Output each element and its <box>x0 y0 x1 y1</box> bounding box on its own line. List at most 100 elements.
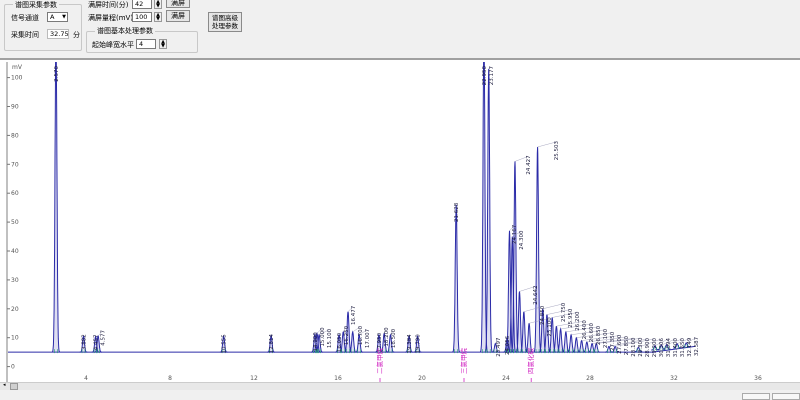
label-leader <box>343 326 347 333</box>
label-leader <box>488 66 492 70</box>
peak-marker <box>315 349 319 354</box>
peak-marker <box>486 349 491 354</box>
peak <box>267 334 275 353</box>
peak <box>508 236 517 353</box>
channel-label: 信号通道 <box>11 14 39 22</box>
peak-label: 24.167 <box>512 224 518 244</box>
fullscreen-time-button[interactable]: 满屏 <box>166 0 190 8</box>
peak-marker <box>350 349 355 354</box>
peak-width-spinner[interactable]: ▲ ▼ <box>159 39 167 49</box>
x-tick-label: 36 <box>754 375 762 382</box>
control-panel: 谱图采集参数 信号通道 A ▼ 采集时间 32.75 分 满屏时间(分) 42 ▲… <box>0 0 800 60</box>
label-leader <box>319 329 329 335</box>
peak-label: 27.100 <box>603 328 609 348</box>
x-tick-label: 24 <box>502 375 510 382</box>
peak-marker <box>269 349 273 354</box>
peak-label: 18.200 <box>384 327 390 347</box>
peak-marker <box>574 349 579 354</box>
label-leader <box>638 338 662 348</box>
peak-marker <box>221 349 226 354</box>
peak-label: 29.200 <box>652 338 658 358</box>
fullscreen-time-spinner[interactable]: ▲ ▼ <box>154 0 162 9</box>
peak-label: 22.950 <box>482 66 488 86</box>
peak <box>673 343 681 349</box>
y-tick-label: 20 <box>11 306 19 313</box>
label-leader <box>615 338 655 347</box>
y-tick-label: 80 <box>11 132 19 139</box>
label-leader <box>537 141 557 148</box>
fullscreen-range-field[interactable]: 100 <box>132 12 152 22</box>
peak-marker <box>550 349 554 354</box>
peak-marker <box>482 349 486 354</box>
peak <box>405 335 413 353</box>
peak-label: 24.850 <box>540 305 546 325</box>
peak-marker <box>96 349 100 354</box>
y-axis-unit: mV <box>12 64 23 71</box>
peak <box>219 335 228 353</box>
processing-group-title: 谱图基本处理参数 <box>95 27 155 35</box>
peak-label: 28.300 <box>638 337 644 357</box>
advanced-btn-line1: 谱图高级 <box>212 14 238 22</box>
peak-label: 21.628 <box>454 202 460 222</box>
peak-label: 26.200 <box>575 311 581 331</box>
x-tick-label: 4 <box>84 375 88 382</box>
peak-marker <box>313 349 317 354</box>
peak-marker <box>337 349 341 354</box>
peak-marker <box>510 349 515 354</box>
peak-label: 25.950 <box>568 308 574 328</box>
peak-label: 23.497 <box>496 337 502 357</box>
peak-marker <box>341 349 346 354</box>
peak <box>577 339 586 353</box>
peak-marker <box>636 348 641 353</box>
label-leader <box>654 338 669 346</box>
peak-marker <box>613 349 617 354</box>
peak-marker <box>415 349 420 354</box>
peak-marker <box>454 349 458 354</box>
label-leader <box>529 318 550 324</box>
y-tick-label: 10 <box>11 335 19 342</box>
peak <box>572 336 581 353</box>
scrollbar-thumb[interactable] <box>10 383 18 390</box>
label-leader <box>390 329 394 335</box>
horizontal-scrollbar[interactable]: ◂ <box>0 382 800 390</box>
peak-label: 27.850 <box>624 336 630 356</box>
label-leader <box>509 225 515 231</box>
peak-marker <box>569 349 573 354</box>
peak-label: 14.900 <box>313 332 319 352</box>
peak-marker <box>346 349 350 354</box>
label-leader <box>519 286 536 292</box>
y-tick-label: 100 <box>11 75 23 82</box>
peak-marker <box>513 349 517 354</box>
channel-select[interactable]: A ▼ <box>47 12 68 22</box>
annotation-label: 三氯甲烷 <box>459 348 468 375</box>
peak-label: 17.007 <box>365 328 371 348</box>
label-leader <box>571 329 606 336</box>
peak <box>313 332 321 353</box>
peak-width-label: 起始峰宽水平 <box>92 41 134 49</box>
peak-label: 25.503 <box>554 140 560 160</box>
chevron-down-icon: ▼ <box>62 14 66 20</box>
peak-marker <box>407 349 411 354</box>
advanced-processing-button[interactable]: 谱图高级 处理参数 <box>208 12 242 32</box>
peak-width-field[interactable]: 4 <box>136 39 156 49</box>
peak-label: 12.814 <box>269 333 275 353</box>
fullscreen-time-field[interactable]: 42 <box>132 0 152 9</box>
peak-marker <box>554 349 559 354</box>
fullscreen-range-button[interactable]: 满屏 <box>166 10 190 22</box>
peak-label: 25.750 <box>561 302 567 322</box>
peak-label: 16.050 <box>337 332 343 352</box>
peak-label: 16.477 <box>351 305 357 325</box>
peak-label: 4.457 <box>94 334 100 350</box>
acq-time-field[interactable]: 32.75 <box>47 29 69 39</box>
peak-label: 17.950 <box>377 332 383 352</box>
peak-label: 24.642 <box>533 285 539 304</box>
fullscreen-range-spinner[interactable]: ▲ ▼ <box>154 12 162 22</box>
y-tick-label: 60 <box>11 190 19 197</box>
peak-marker <box>382 349 386 354</box>
peak-label: 24.300 <box>519 230 525 250</box>
scroll-left-icon[interactable]: ◂ <box>3 382 6 388</box>
peak-label: 25.100 <box>547 317 553 337</box>
peak-label: 10.555 <box>222 334 228 354</box>
peak-label: 31.400 <box>673 338 679 358</box>
label-leader <box>495 338 499 344</box>
